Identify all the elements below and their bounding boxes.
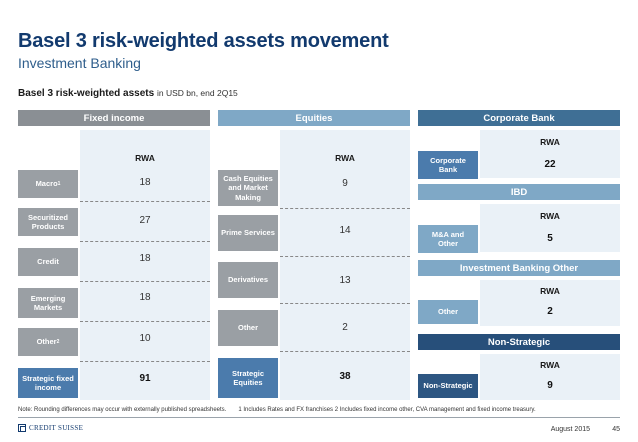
- corporate-bank-rwa-header: RWA: [540, 137, 560, 147]
- non-strategic-row-label: Non-Strategic: [418, 374, 478, 398]
- ibd-value: 5: [547, 233, 553, 244]
- fi-divider: [80, 281, 210, 282]
- corporate-bank-value: 22: [544, 159, 556, 170]
- eq-divider: [280, 351, 410, 352]
- section-label-bold: Basel 3 risk-weighted assets: [18, 88, 155, 99]
- footer-date: August 2015: [550, 426, 590, 433]
- ib-other-row-label: Other: [418, 300, 478, 324]
- ib-other-value-column: [480, 280, 620, 326]
- footnote-note: Note: Rounding differences may occur wit…: [18, 407, 227, 413]
- fi-divider: [80, 241, 210, 242]
- section-label-unit: in USD bn, end 2Q15: [156, 88, 238, 98]
- ibd-value-column: [480, 204, 620, 252]
- footnote: Note: Rounding differences may occur wit…: [18, 407, 536, 413]
- eq-value-derivatives: 13: [339, 275, 351, 286]
- logo-text: CREDIT SUISSE: [29, 424, 84, 432]
- ib-other-rwa-header: RWA: [540, 286, 560, 296]
- non-strategic-header: Non-Strategic: [418, 334, 620, 350]
- fixed-income-rwa-header: RWA: [135, 153, 155, 163]
- page-number: 45: [612, 426, 620, 433]
- fi-divider: [80, 321, 210, 322]
- equities-rwa-header: RWA: [335, 153, 355, 163]
- non-strategic-value: 9: [547, 380, 553, 391]
- non-strategic-value-column: [480, 354, 620, 400]
- fi-value-strategic: 91: [139, 373, 151, 384]
- ibd-row-label: M&A and Other: [418, 225, 478, 253]
- eq-divider: [280, 256, 410, 257]
- equities-value-column: [280, 130, 410, 400]
- fixed-income-value-column: [80, 130, 210, 400]
- corporate-bank-header: Corporate Bank: [418, 110, 620, 126]
- eq-divider: [280, 208, 410, 209]
- eq-row-label-prime: Prime Services: [218, 215, 278, 251]
- section-label: Basel 3 risk-weighted assets in USD bn, …: [18, 88, 238, 99]
- eq-row-label-other: Other: [218, 310, 278, 346]
- eq-value-cash: 9: [342, 178, 348, 189]
- page-subtitle: Investment Banking: [18, 55, 141, 71]
- fi-row-label-credit: Credit: [18, 248, 78, 276]
- fi-value-other: 10: [139, 333, 151, 344]
- corporate-bank-row-label: Corporate Bank: [418, 151, 478, 179]
- fi-row-label-emerging: Emerging Markets: [18, 288, 78, 318]
- eq-value-strategic: 38: [339, 371, 351, 382]
- eq-row-label-strategic: Strategic Equities: [218, 358, 278, 398]
- page-title: Basel 3 risk-weighted assets movement: [18, 30, 389, 52]
- footnote-references: 1 Includes Rates and FX franchises 2 Inc…: [238, 407, 536, 413]
- fi-row-label-other: Other 2: [18, 328, 78, 356]
- fi-value-emerging: 18: [139, 292, 151, 303]
- fixed-income-header: Fixed income: [18, 110, 210, 126]
- ib-other-header: Investment Banking Other: [418, 260, 620, 276]
- non-strategic-rwa-header: RWA: [540, 360, 560, 370]
- ibd-rwa-header: RWA: [540, 211, 560, 221]
- fi-value-macro: 18: [139, 177, 151, 188]
- eq-row-label-derivatives: Derivatives: [218, 262, 278, 298]
- corporate-bank-value-column: [480, 130, 620, 178]
- equities-header: Equities: [218, 110, 410, 126]
- fi-row-label-strategic: Strategic fixed income: [18, 368, 78, 398]
- fi-value-credit: 18: [139, 253, 151, 264]
- eq-row-label-cash: Cash Equities and Market Making: [218, 170, 278, 206]
- eq-value-prime: 14: [339, 225, 351, 236]
- fi-row-label-macro: Macro 1: [18, 170, 78, 198]
- ibd-header: IBD: [418, 184, 620, 200]
- ib-other-value: 2: [547, 306, 553, 317]
- sail-logo-icon: [18, 424, 26, 432]
- eq-value-other: 2: [342, 322, 348, 333]
- fi-divider: [80, 361, 210, 362]
- fi-row-label-securitized: Securitized Products: [18, 208, 78, 236]
- credit-suisse-logo: CREDIT SUISSE: [18, 424, 83, 432]
- fi-divider: [80, 201, 210, 202]
- fi-value-securitized: 27: [139, 215, 151, 226]
- eq-divider: [280, 303, 410, 304]
- footer-divider: [18, 417, 620, 418]
